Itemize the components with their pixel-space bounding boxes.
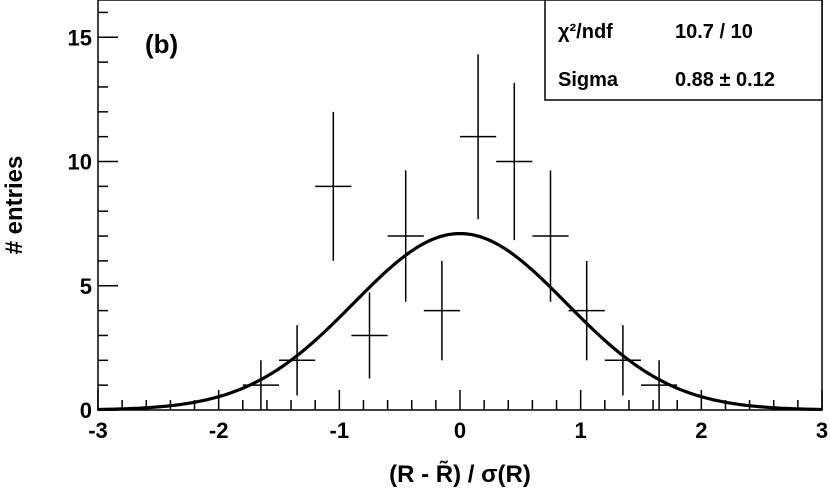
data-point (532, 170, 569, 302)
data-point (387, 170, 424, 302)
x-axis-title: (R - R̃) / σ(R) (389, 460, 531, 488)
x-tick-label: 2 (695, 418, 707, 443)
x-tick-label: 1 (575, 418, 587, 443)
sigma-label: Sigma (558, 69, 619, 91)
data-point (604, 325, 641, 396)
y-tick-label: 10 (68, 150, 92, 175)
y-axis: 0 5 10 15 (68, 11, 118, 423)
y-tick-label: 15 (68, 25, 92, 50)
data-point (496, 82, 533, 241)
x-tick-label: -3 (88, 418, 108, 443)
stats-box: χ²/ndf 10.7 / 10 Sigma 0.88 ± 0.12 (544, 0, 823, 101)
y-tick-label: 5 (80, 274, 92, 299)
stats-box-frame (544, 0, 823, 101)
data-point (460, 54, 497, 220)
chi2-value: 10.7 / 10 (675, 21, 753, 43)
x-tick-label: -2 (209, 418, 229, 443)
data-point (423, 260, 460, 361)
data-points (242, 54, 678, 410)
panel-label: (b) (145, 29, 178, 59)
data-point (351, 292, 388, 379)
x-tick-label: -1 (330, 418, 350, 443)
x-tick-label: 0 (454, 418, 466, 443)
sigma-value: 0.88 ± 0.12 (675, 69, 775, 91)
y-axis-title: # entries (1, 156, 28, 255)
x-tick-label: 3 (816, 418, 828, 443)
data-point (315, 111, 352, 261)
gaussian-fit-curve (97, 231, 823, 412)
data-point (279, 325, 316, 396)
x-axis: -3 -2 -1 0 1 2 3 (88, 390, 828, 443)
chi2-label: χ²/ndf (558, 21, 613, 43)
y-tick-label: 0 (80, 398, 92, 423)
